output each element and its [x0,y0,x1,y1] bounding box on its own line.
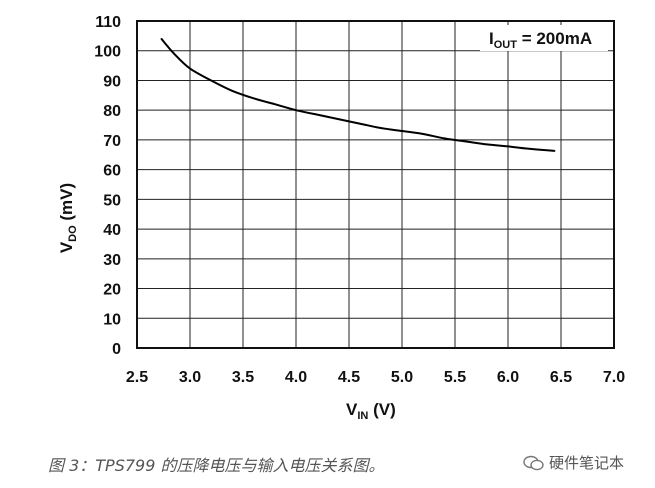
y-tick-label: 70 [103,133,121,150]
vdo-data-point [553,150,556,152]
watermark: 硬件笔记本 [523,452,624,473]
y-tick-label: 50 [103,192,121,209]
x-tick-label: 3.5 [232,369,254,386]
x-tick-label: 3.0 [179,369,201,386]
vdo-data-point [160,38,163,40]
vdo-data-point [486,143,488,146]
figure-caption: 图 3：TPS799 的压降电压与输入电压关系图。 [48,456,385,475]
y-tick-label: 80 [103,103,121,120]
y-tick-label: 20 [103,282,121,299]
x-axis-title: VIN (V) [346,400,396,422]
y-tick-label: 30 [103,252,121,269]
vdo-data-point [337,118,340,120]
y-tick-labels: 0 10 20 30 40 50 60 70 80 90 100 110 [94,14,121,358]
vdo-data-point [443,137,446,140]
x-tick-label: 6.5 [550,369,572,386]
y-tick-label: 10 [103,311,121,328]
vdo-data-point [189,67,191,70]
y-tick-label: 90 [103,73,121,90]
vdo-data-point [231,90,234,92]
x-tick-label: 2.5 [126,369,148,386]
vdo-data-point [173,52,175,55]
x-tick-labels: 2.5 3.0 3.5 4.0 4.5 5.0 5.5 6.0 6.5 7.0 [126,369,625,386]
plot-border [136,20,615,349]
x-tick-label: 4.5 [338,369,360,386]
annotation-background [480,25,608,51]
vdo-data-point [295,109,297,111]
vdo-curve-line [160,38,555,152]
vdo-data-point [380,127,382,129]
y-tick-label: 0 [112,341,121,358]
vdo-data-point [274,103,276,106]
vdo-data-point [252,97,255,100]
iout-annotation: IOUT = 200mA [489,29,592,51]
vdo-data-point [316,113,319,116]
vdo-data-point [401,130,403,132]
y-tick-label: 40 [103,222,121,239]
y-tick-label: 110 [95,14,121,31]
watermark-text: 硬件笔记本 [549,454,625,472]
vdo-data-point [358,122,361,125]
vdo-data-point [528,148,530,150]
x-tick-label: 7.0 [603,369,625,386]
vdo-data-point [464,140,467,143]
x-tick-label: 4.0 [285,369,307,386]
x-tick-label: 6.0 [497,369,519,386]
vdo-curve-points [160,38,556,152]
x-tick-label: 5.5 [444,369,466,386]
y-tick-label: 60 [103,163,121,180]
y-axis-title: VDO (mV) [57,183,79,253]
dropout-voltage-chart: 2.5 3.0 3.5 4.0 4.5 5.0 5.5 6.0 6.5 7.0 0 10 20 30 40… [57,14,625,422]
vdo-data-point [210,79,212,82]
y-tick-label: 100 [94,44,121,61]
vdo-data-point [507,145,509,148]
chart-grid [136,20,615,349]
x-tick-label: 5.0 [391,369,413,386]
wechat-icon [523,455,544,470]
vdo-data-point [422,133,425,135]
